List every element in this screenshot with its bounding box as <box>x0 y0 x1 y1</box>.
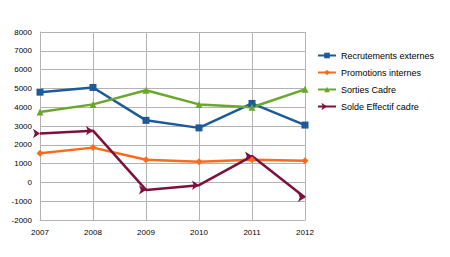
svg-text:2010: 2010 <box>190 228 208 237</box>
svg-text:2011: 2011 <box>243 228 261 237</box>
svg-text:-1000: -1000 <box>12 197 33 206</box>
svg-text:3000: 3000 <box>14 122 32 131</box>
svg-text:2012: 2012 <box>296 228 314 237</box>
svg-text:Promotions internes: Promotions internes <box>341 68 422 78</box>
svg-text:2007: 2007 <box>31 228 49 237</box>
svg-text:2000: 2000 <box>14 140 32 149</box>
svg-text:Sorties Cadre: Sorties Cadre <box>341 85 396 95</box>
svg-text:6000: 6000 <box>14 65 32 74</box>
svg-text:4000: 4000 <box>14 103 32 112</box>
svg-text:2008: 2008 <box>84 228 102 237</box>
svg-text:2009: 2009 <box>137 228 155 237</box>
svg-text:0: 0 <box>28 178 33 187</box>
svg-text:Solde Effectif cadre: Solde Effectif cadre <box>341 102 419 112</box>
svg-text:1000: 1000 <box>14 159 32 168</box>
svg-text:-2000: -2000 <box>12 216 33 225</box>
svg-text:Recrutements externes: Recrutements externes <box>341 51 435 61</box>
svg-text:7000: 7000 <box>14 46 32 55</box>
svg-text:8000: 8000 <box>14 28 32 37</box>
svg-text:5000: 5000 <box>14 84 32 93</box>
